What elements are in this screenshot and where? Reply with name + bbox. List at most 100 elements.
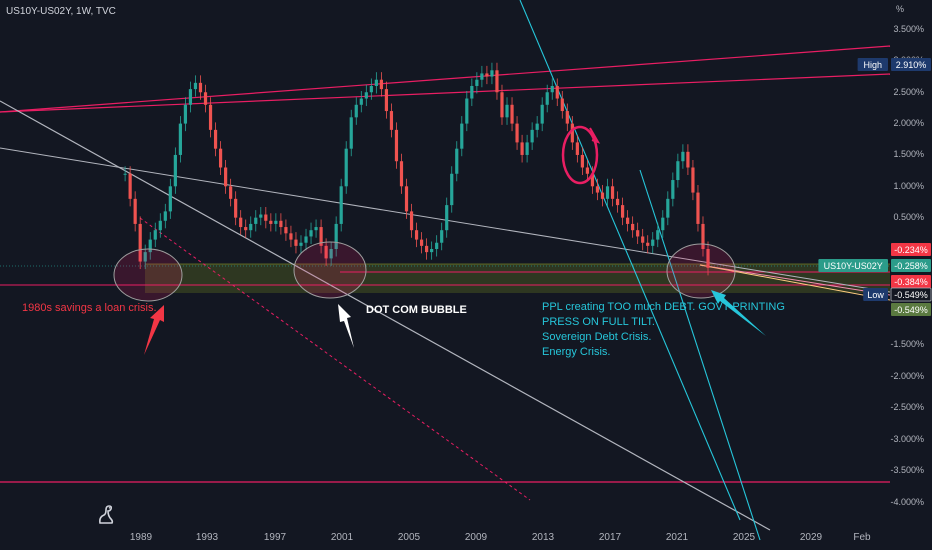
candle-body — [198, 82, 203, 93]
candle-body — [636, 230, 640, 237]
candle-body — [414, 230, 419, 240]
candle-body — [656, 230, 660, 240]
candle — [349, 109, 353, 157]
red-arrow-icon — [144, 305, 164, 355]
price-label-tag: US10Y-US02Y — [824, 261, 883, 271]
unit-label: % — [896, 4, 905, 14]
candle — [334, 216, 338, 257]
price-label: High 2.910% — [857, 58, 931, 71]
candle-body — [615, 198, 620, 206]
candle — [545, 84, 549, 113]
price-label: -0.234% — [891, 243, 931, 256]
candle — [605, 178, 610, 207]
candle-body — [188, 89, 193, 105]
candle-body — [203, 92, 208, 105]
price-label-value-bg — [890, 287, 932, 302]
candle-body — [505, 104, 509, 118]
annotation-dotcom: DOT COM BUBBLE — [366, 304, 467, 316]
candle — [128, 166, 132, 207]
candle — [158, 213, 162, 238]
candle — [244, 219, 248, 238]
candle-body — [279, 220, 283, 228]
candle — [203, 84, 208, 113]
candle — [324, 238, 328, 266]
candle-body — [168, 186, 172, 212]
candle-body — [440, 230, 444, 243]
candle — [419, 232, 424, 254]
candle-body — [389, 111, 394, 130]
candle — [535, 116, 539, 138]
candle — [173, 147, 177, 194]
candle-body — [641, 236, 645, 243]
candle-body — [631, 223, 635, 231]
symbol-title[interactable]: US10Y-US02Y, 1W, TVC — [6, 6, 116, 17]
y-tick-label: 1.000% — [893, 181, 924, 191]
candle — [580, 147, 584, 176]
candle-body — [646, 242, 650, 246]
x-tick-label: 1993 — [196, 532, 219, 543]
price-label-tag-bg — [818, 259, 888, 272]
x-tick-label: 1997 — [264, 532, 287, 543]
candle-body — [384, 89, 389, 112]
x-tick-label: 2013 — [532, 532, 555, 543]
candle-body — [495, 70, 499, 93]
candle-body — [510, 104, 514, 124]
candle-body — [399, 161, 404, 187]
candle-body — [249, 223, 253, 231]
fan-line-1 — [699, 264, 891, 296]
marked-ellipse — [561, 125, 599, 185]
candle-body — [289, 233, 293, 240]
candle — [389, 103, 394, 138]
candle — [530, 122, 534, 150]
price-label-value: -0.234% — [894, 245, 928, 255]
candle — [399, 153, 404, 194]
candle-body — [208, 104, 213, 130]
candle-body — [274, 220, 278, 224]
candle-body — [404, 186, 409, 212]
candle — [394, 122, 399, 169]
crisis-ellipse-1980s — [113, 248, 183, 302]
candle — [465, 90, 469, 132]
candle — [404, 178, 409, 219]
x-tick-label: 2005 — [398, 532, 421, 543]
candle — [409, 203, 414, 238]
price-label-tag-bg — [863, 288, 888, 301]
y-tick-label: 2.500% — [893, 87, 924, 97]
y-tick-label: -4.000% — [890, 497, 924, 507]
annotation-debt-line1: PPL creating TOO much DEBT. GOVT PRINTIN… — [542, 301, 785, 313]
price-label: -0.384% — [891, 275, 931, 288]
candle — [294, 232, 298, 254]
candle — [284, 219, 288, 241]
mid-channel-line — [0, 73, 891, 113]
candle-body — [264, 214, 268, 221]
candle-body — [284, 227, 288, 234]
candle-body — [500, 92, 504, 118]
crisis-ellipse-current — [666, 243, 736, 299]
cyan-arrow-icon — [711, 290, 766, 336]
price-label-tag: High — [864, 60, 883, 70]
candle-body — [435, 242, 439, 249]
crisis-ellipse-dotcom — [293, 241, 367, 299]
candle-body — [570, 123, 574, 143]
candle — [344, 141, 348, 194]
candle — [218, 141, 223, 176]
candle-body — [364, 92, 368, 99]
candle — [701, 216, 705, 257]
candle-body — [133, 198, 137, 224]
x-tick-label: Feb — [853, 532, 871, 543]
x-tick-label: 2025 — [733, 532, 756, 543]
candle — [414, 222, 419, 248]
candle-body — [379, 79, 383, 90]
candle-body — [234, 198, 238, 218]
candle — [550, 78, 554, 100]
candle — [515, 116, 519, 150]
candle-body — [319, 227, 323, 246]
candle-body — [515, 123, 519, 143]
candle — [274, 213, 278, 232]
dinosaur-logo-icon[interactable] — [96, 503, 116, 525]
candle — [590, 166, 595, 194]
candle-body — [460, 123, 464, 149]
candle — [460, 116, 464, 157]
candle — [696, 185, 700, 232]
